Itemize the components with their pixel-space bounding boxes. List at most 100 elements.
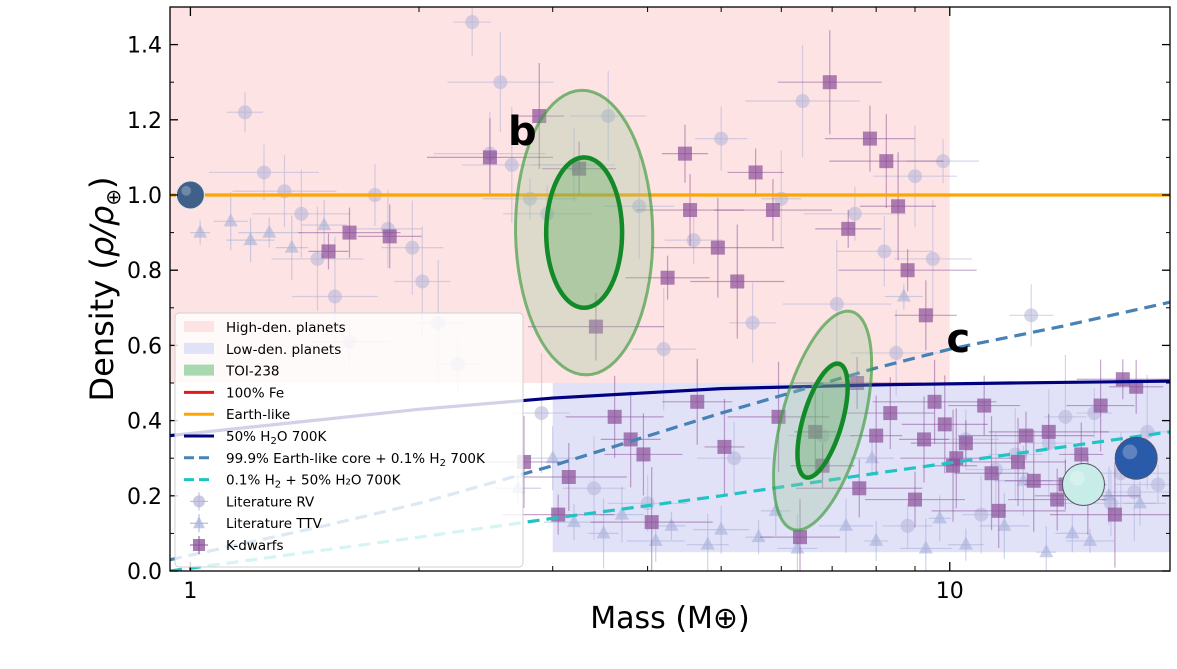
planet-icon-highlight-uranus [1069,470,1085,486]
legend-entry-5-label-sub: 2 [270,436,276,447]
y-tick-label-0: 0.0 [127,560,162,585]
toi-238-ellipses [514,88,874,532]
ellipse-inner-b [543,155,625,311]
rv-point-39 [1058,409,1073,424]
ellipse-outer-b [514,88,655,377]
ttv-point-3 [262,224,277,238]
x-tick-label-1: 10 [936,579,964,604]
rv-point-29 [847,206,862,221]
kdwarf-point-39 [1026,473,1041,488]
ttv-point-18 [918,540,933,554]
ttv-point-6 [566,514,581,528]
ttv-point-28 [545,450,560,464]
kdwarf-point-57 [984,466,999,481]
kdwarf-point-0 [321,244,336,259]
ttv-point-26 [1132,495,1147,509]
legend-entry-0-swatch [184,321,214,332]
legend-entry-0-label: High-den. planets [226,320,346,336]
legend-entry-7-label-main: 0.1% H [226,473,275,489]
ttv-point-4 [284,239,299,253]
kdwarf-point-14 [683,203,698,218]
y-axis-label-main: Density ( [83,257,121,401]
kdwarf-point-45 [1107,507,1122,522]
y-tick-label-3: 0.6 [127,334,162,359]
kdwarf-point-36 [977,398,992,413]
ttv-point-8 [614,506,629,520]
kdwarf-point-2 [382,229,397,244]
ttv-point-2 [243,232,258,246]
literature-ttv-points [190,192,1156,571]
legend-entry-8-swatch [193,495,205,508]
rv-point-44 [1140,424,1155,439]
rv-point-24 [714,131,729,146]
rv-point-52 [1024,308,1039,323]
rv-point-32 [908,169,923,184]
kdwarf-point-12 [660,270,675,285]
kdwarf-point-16 [710,240,725,255]
legend-box [174,312,524,568]
kdwarf-point-9 [607,409,622,424]
legend-entry-2-swatch [184,364,214,376]
kdwarf-point-55 [917,432,932,447]
planet-icon-highlight-neptune [1122,444,1138,460]
x-axis-label: Mass (M⊕) [590,601,750,636]
kdwarf-point-40 [1041,424,1056,439]
y-tick-label-2: 0.4 [127,410,162,435]
ttv-point-30 [865,450,880,464]
kdwarf-point-31 [918,308,933,323]
legend-entry-1-swatch [184,342,214,354]
kdwarf-point-10 [623,432,638,447]
kdwarf-point-15 [690,394,705,409]
legend-entry-7-label: 0.1% H2 + 50% H₂O 700K [226,473,402,491]
kdwarf-point-28 [891,199,906,214]
planet-icon-highlight-earth [181,185,192,196]
y-tick-label-5: 1.0 [127,184,162,209]
kdwarf-point-11 [644,515,659,530]
legend-entry-6-label-sub: 2 [440,458,446,469]
plot-frame [169,6,1171,572]
ttv-point-5 [317,217,332,231]
y-tick-label-6: 1.2 [127,109,162,134]
rv-point-23 [686,233,701,248]
legend-entry-7-label-sub: 2 [275,480,281,491]
legend-entry-10-label: K-dwarfs [226,538,284,554]
y-tick-label-4: 0.8 [127,259,162,284]
planet-label-c: c [946,316,970,362]
axis-tick-labels: 0.0 0.2 0.4 0.6 0.8 1.0 1.2 1.4 1 10 [127,34,964,604]
rv-point-49 [586,481,601,496]
y-tick-label-7: 1.4 [127,34,162,59]
rv-point-16 [504,157,519,172]
rv-point-25 [745,315,760,330]
y-axis-label-rho: ρ/ρ [83,206,121,257]
kdwarf-point-19 [765,203,780,218]
legend-entry-5-label-main: 50% H [226,429,270,445]
planet-label-b: b [508,109,537,155]
kdwarf-point-33 [937,417,952,432]
planet-icon-uranus [1061,463,1105,507]
ttv-point-15 [838,517,853,531]
y-axis-label-close: ) [83,177,121,189]
rv-point-10 [415,274,430,289]
kdwarf-point-8 [588,319,603,334]
kdwarf-point-3 [482,150,497,165]
ttv-point-1 [223,213,238,227]
kdwarf-point-48 [561,470,576,484]
legend-entry-5-label-rest: O 700K [277,429,328,445]
kdwarf-point-23 [841,221,856,236]
legend-entry-1-label: Low-den. planets [226,342,341,358]
kdwarf-point-25 [862,131,877,146]
rv-point-50 [534,406,549,421]
rv-point-27 [795,94,810,108]
kdwarf-point-22 [822,75,837,90]
rv-point-0 [237,105,252,120]
kdwarf-point-30 [908,492,923,507]
y-axis-label: Density (ρ/ρ⊕) [83,177,125,402]
ttv-point-0 [193,224,208,238]
solar-system-planet-icons [175,180,1158,507]
ttv-point-25 [1101,487,1116,501]
kdwarf-point-37 [991,503,1006,518]
y-tick-label-1: 0.2 [127,485,162,510]
kdwarf-point-58 [1018,428,1033,443]
kdwarf-point-7 [572,161,587,176]
